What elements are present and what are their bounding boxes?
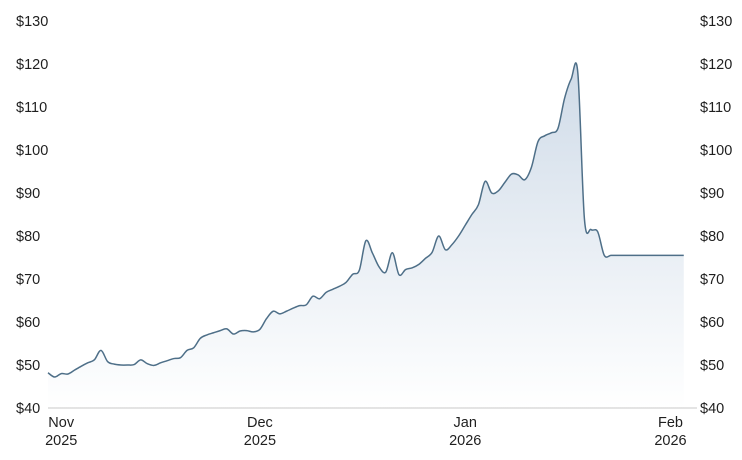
x-tick-label-year: 2025 <box>45 433 77 449</box>
y-tick-label-right: $110 <box>700 100 731 116</box>
area-fill-layer <box>48 62 684 408</box>
x-tick-nov: Nov 2025 <box>45 415 77 449</box>
x-tick-label-month: Dec <box>247 415 273 431</box>
x-tick-label-year: 2026 <box>449 433 481 449</box>
y-tick-label-left: $50 <box>16 358 40 374</box>
y-tick-label-right: $100 <box>700 143 732 159</box>
price-line <box>47 62 684 378</box>
y-tick-label-right: $90 <box>700 186 724 202</box>
y-tick-label-right: $80 <box>700 229 724 245</box>
y-axis-left: $130 $120 $110 $100 $90 $80 $70 $60 $50 $40 <box>16 14 48 417</box>
y-tick-label-right: $50 <box>700 358 724 374</box>
x-tick-label-year: 2025 <box>244 433 276 449</box>
y-tick-label-right: $70 <box>700 272 724 288</box>
x-tick-jan: Jan 2026 <box>449 415 481 449</box>
y-tick-label-left: $100 <box>16 143 48 159</box>
x-tick-feb: Feb 2026 <box>654 415 686 449</box>
y-tick-label-left: $130 <box>16 14 48 30</box>
y-tick-label-left: $70 <box>16 272 40 288</box>
y-tick-label-left: $90 <box>16 186 40 202</box>
x-axis: Nov 2025 Dec 2025 Jan 2026 Feb 2026 <box>45 415 687 449</box>
price-line-layer <box>47 62 684 378</box>
y-tick-label-right: $60 <box>700 315 724 331</box>
x-tick-label-year: 2026 <box>654 433 686 449</box>
y-tick-label-left: $60 <box>16 315 40 331</box>
y-tick-label-right: $130 <box>700 14 732 30</box>
x-tick-label-month: Nov <box>48 415 75 431</box>
y-tick-label-left: $80 <box>16 229 40 245</box>
y-tick-label-left: $110 <box>16 100 47 116</box>
price-area <box>48 62 684 408</box>
x-tick-dec: Dec 2025 <box>244 415 276 449</box>
y-tick-label-right: $40 <box>700 401 724 417</box>
y-axis-right: $130 $120 $110 $100 $90 $80 $70 $60 $50 $40 <box>700 14 732 417</box>
x-tick-label-month: Jan <box>454 415 477 431</box>
y-tick-label-left: $120 <box>16 57 48 73</box>
y-tick-label-right: $120 <box>700 57 732 73</box>
y-tick-label-left: $40 <box>16 401 40 417</box>
x-tick-label-month: Feb <box>658 415 683 431</box>
